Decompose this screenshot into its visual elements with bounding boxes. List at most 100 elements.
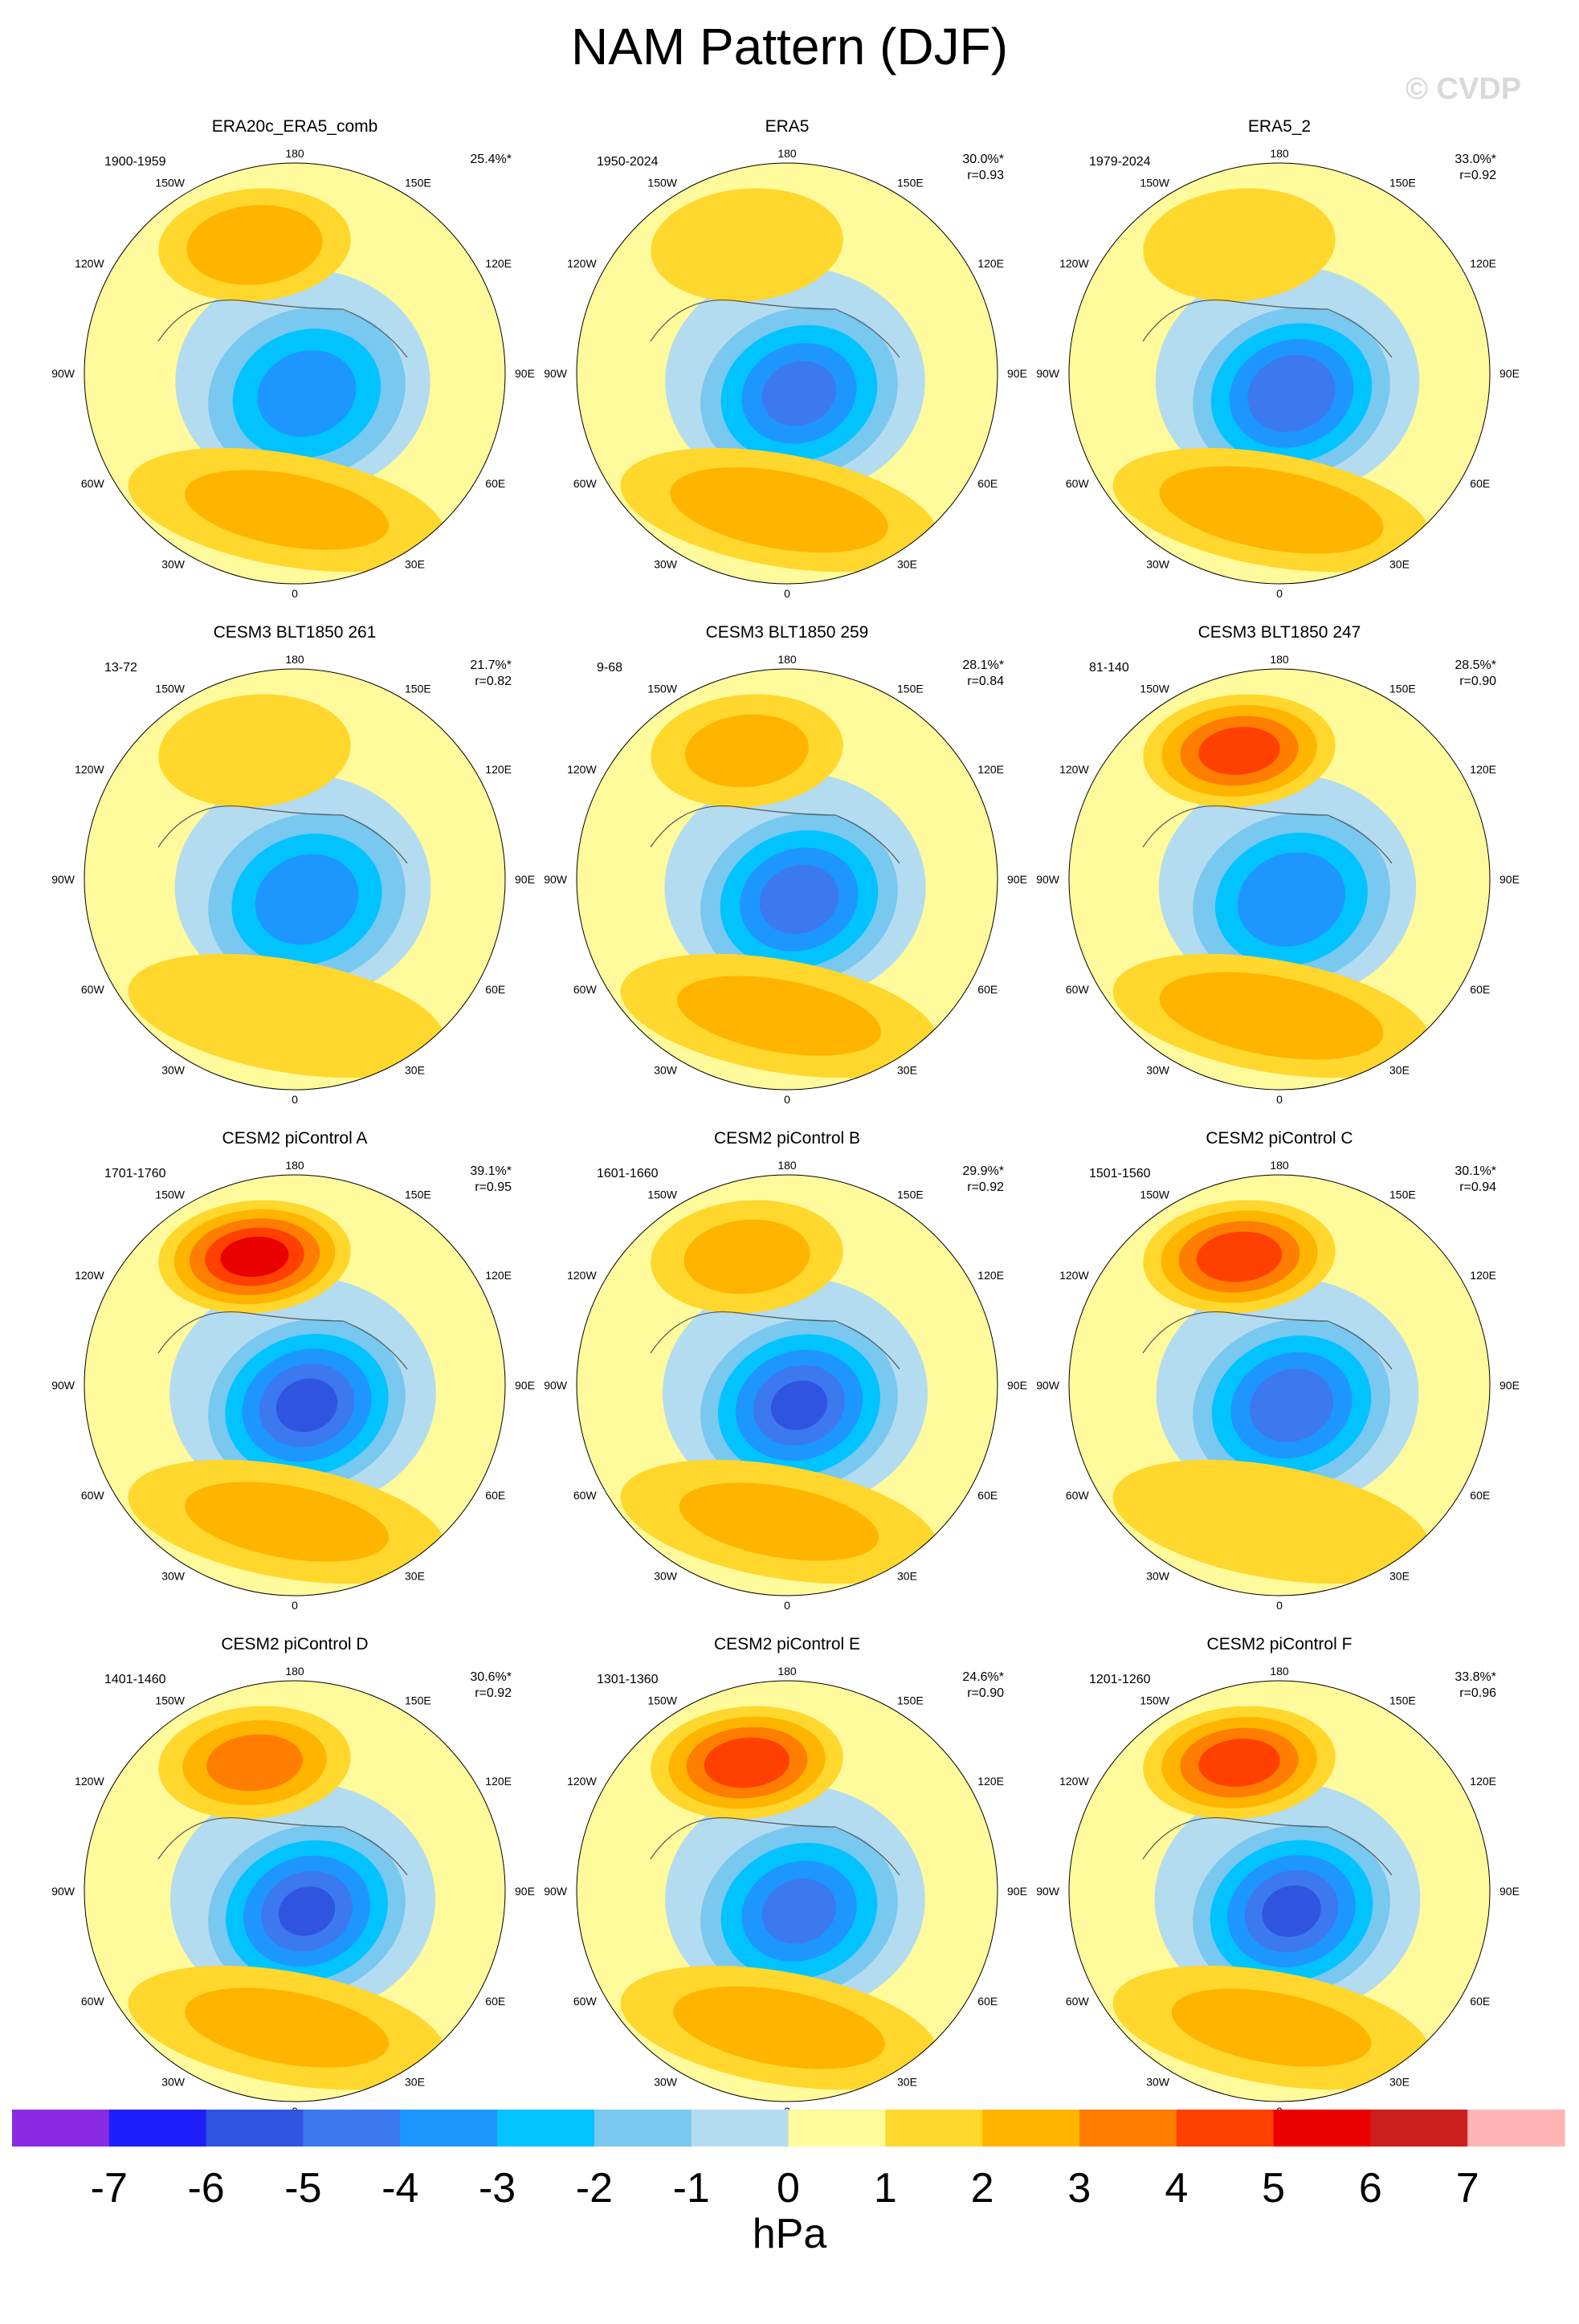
colorbar-tick: -3 [478, 2165, 516, 2212]
coastline [650, 805, 900, 864]
panel-variance-explained: 28.5%* [1455, 658, 1496, 672]
longitude-label-deg30W: 30W [654, 1063, 678, 1076]
longitude-label-deg90E: 90E [515, 367, 535, 380]
pacific-high-contour-2 [683, 1219, 810, 1295]
longitude-label-deg120E: 120E [485, 1775, 512, 1788]
longitude-label-deg90W: 90W [51, 873, 75, 886]
coastline [157, 300, 408, 358]
colorbar-tick: 3 [1067, 2165, 1091, 2212]
colorbar-tick: -5 [284, 2165, 322, 2212]
pacific-high-contour-4 [1198, 727, 1280, 775]
panel-pattern-correlation: r=0.92 [967, 1180, 1004, 1194]
panel-pattern-correlation: r=0.92 [475, 1686, 512, 1700]
panel-title: CESM3 BLT1850 259 [705, 623, 869, 642]
panel-pattern-correlation: r=0.90 [967, 1686, 1004, 1700]
colorbar-tick: 4 [1165, 2165, 1189, 2212]
panel-pattern-correlation: r=0.95 [475, 1180, 512, 1194]
longitude-label-deg150W: 150W [647, 683, 677, 695]
panel-period: 1601-1660 [597, 1167, 659, 1180]
longitude-label-deg150W: 150W [155, 177, 185, 190]
panel-pattern-correlation: r=0.96 [1459, 1686, 1496, 1700]
longitude-label-deg30E: 30E [897, 557, 917, 570]
panel-pattern-correlation: r=0.90 [1459, 675, 1496, 688]
panel-period: 13-72 [104, 661, 137, 675]
longitude-label-deg90E: 90E [515, 873, 535, 886]
arctic-low-contour-5 [278, 1886, 336, 1936]
map-border [1068, 162, 1491, 585]
longitude-label-deg0: 0 [1276, 587, 1283, 600]
longitude-label-deg30W: 30W [654, 2075, 678, 2088]
longitude-label-deg30E: 30E [405, 557, 425, 570]
longitude-label-deg60E: 60E [1470, 983, 1490, 996]
polar-map: 180 150E 120E 90E 60E 30E 0 30W 60W 90W 120W 150W [1036, 653, 1520, 1106]
map-border [84, 162, 506, 585]
longitude-label-deg60E: 60E [977, 1995, 998, 2008]
longitude-label-deg180: 180 [1270, 1159, 1289, 1172]
map-border [1068, 1680, 1491, 2102]
longitude-label-deg180: 180 [1270, 1665, 1289, 1678]
map-panel: 180 150E 120E 90E 60E 30E 0 30W 60W 90W 120W 150W CE… [48, 1634, 541, 2132]
map-panel: 180 150E 120E 90E 60E 30E 0 30W 60W 90W 120W 150W CE… [1033, 1128, 1526, 1626]
longitude-label-deg150E: 150E [405, 683, 431, 695]
longitude-label-deg120E: 120E [485, 1269, 512, 1282]
panel-title: ERA20c_ERA5_comb [211, 117, 378, 136]
pacific-high-contour-1 [651, 188, 843, 302]
panel-variance-explained: 30.0%* [962, 153, 1004, 166]
longitude-label-deg120W: 120W [567, 257, 597, 270]
colorbar-tick: -1 [672, 2165, 710, 2212]
panel-title: ERA5 [765, 117, 810, 136]
map-border [1068, 1174, 1491, 1596]
colorbar-tick: 7 [1455, 2165, 1479, 2212]
longitude-label-deg150E: 150E [1389, 1694, 1416, 1707]
longitude-label-deg90W: 90W [51, 1885, 75, 1898]
longitude-label-deg120E: 120E [1470, 1775, 1496, 1788]
longitude-label-deg150E: 150E [897, 1694, 924, 1707]
longitude-label-deg180: 180 [1270, 147, 1289, 160]
longitude-label-deg60E: 60E [977, 477, 998, 490]
longitude-label-deg120E: 120E [977, 763, 1004, 776]
polar-map: 180 150E 120E 90E 60E 30E 0 30W 60W 90W 120W 150W [51, 653, 535, 1106]
longitude-label-deg90W: 90W [1036, 1885, 1060, 1898]
map-panel: 180 150E 120E 90E 60E 30E 0 30W 60W 90W 120W 150W CE… [541, 1128, 1034, 1626]
longitude-label-deg120E: 120E [1470, 763, 1496, 776]
coastline [650, 300, 900, 358]
longitude-label-deg90W: 90W [544, 1379, 568, 1392]
longitude-label-deg60E: 60E [485, 477, 505, 490]
longitude-label-deg30W: 30W [1146, 1063, 1170, 1076]
panel-period: 1950-2024 [597, 155, 659, 169]
panel-variance-explained: 24.6%* [962, 1670, 1004, 1684]
longitude-label-deg0: 0 [784, 2105, 790, 2118]
longitude-label-deg90W: 90W [1036, 873, 1060, 886]
arctic-low-contour-4 [761, 1878, 837, 1944]
longitude-label-deg120W: 120W [75, 1775, 104, 1788]
panel-period: 1900-1959 [104, 155, 166, 169]
longitude-label-deg30W: 30W [1146, 557, 1170, 570]
longitude-label-deg60E: 60E [485, 983, 505, 996]
longitude-label-deg120W: 120W [567, 763, 597, 776]
longitude-label-deg30E: 30E [897, 2075, 917, 2088]
arctic-low-contour-3 [1237, 852, 1346, 947]
arctic-low-contour-5 [275, 1378, 338, 1433]
arctic-low-contour-4 [759, 864, 839, 935]
map-panel: 180 150E 120E 90E 60E 30E 0 30W 60W 90W 120W 150W ER… [48, 116, 541, 614]
longitude-label-deg90E: 90E [1499, 367, 1520, 380]
coastline [157, 805, 408, 864]
panel-pattern-correlation: r=0.93 [967, 169, 1004, 182]
longitude-label-deg0: 0 [1276, 1093, 1283, 1106]
atlantic-high-contour-2 [1159, 466, 1384, 554]
longitude-label-deg120E: 120E [485, 763, 512, 776]
atlantic-high-contour-2 [185, 1482, 389, 1562]
longitude-label-deg0: 0 [784, 587, 790, 600]
longitude-label-deg90W: 90W [544, 1885, 568, 1898]
polar-map: 180 150E 120E 90E 60E 30E 0 30W 60W 90W 120W 150W [544, 1665, 1027, 2118]
atlantic-high-contour-2 [679, 1482, 879, 1561]
longitude-label-deg60E: 60E [977, 1489, 998, 1502]
colorbar-unit-label: hPa [752, 2211, 827, 2257]
longitude-label-deg120E: 120E [977, 1775, 1004, 1788]
polar-map: 180 150E 120E 90E 60E 30E 0 30W 60W 90W 120W 150W [544, 147, 1027, 600]
coastline [157, 1311, 408, 1370]
polar-map: 180 150E 120E 90E 60E 30E 0 30W 60W 90W 120W 150W [51, 147, 535, 600]
coastline [1142, 805, 1393, 864]
panel-variance-explained: 28.1%* [962, 658, 1004, 672]
longitude-label-deg120E: 120E [1470, 1269, 1496, 1282]
